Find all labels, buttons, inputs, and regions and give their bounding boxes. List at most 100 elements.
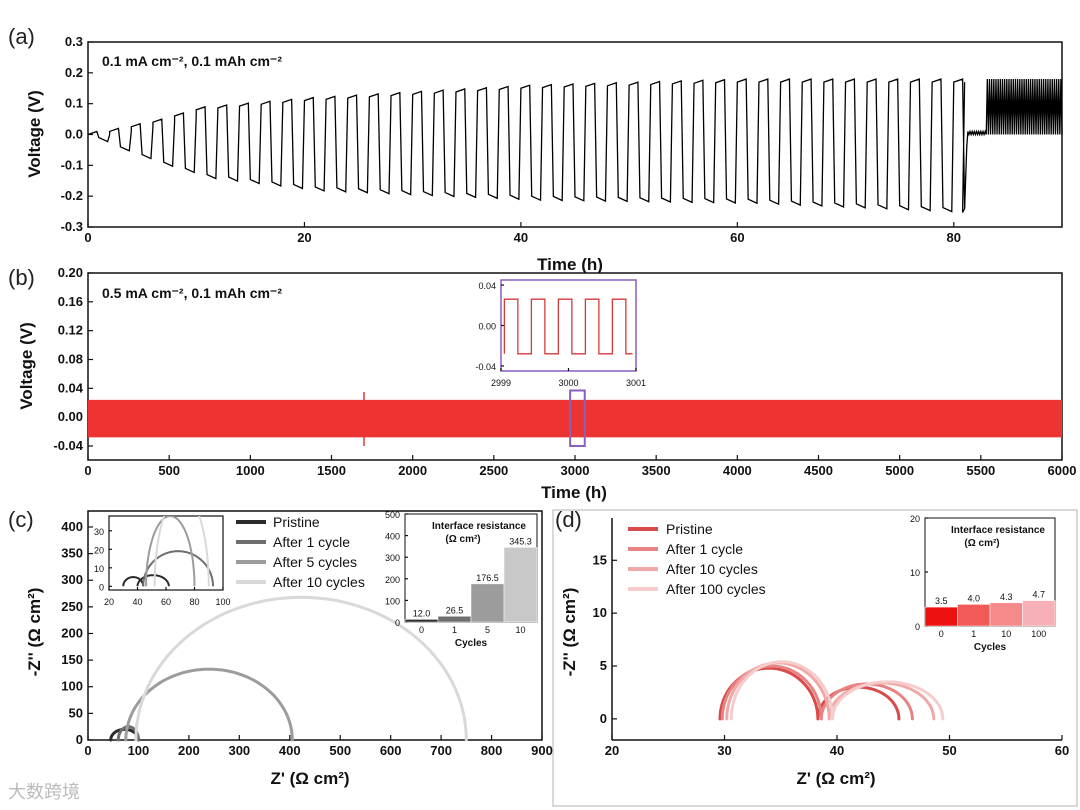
panel-a-y-axis-label: Voltage (V) [25,90,44,178]
panel-d-bar-inset-x-label: Cycles [974,642,1007,653]
panel-a-letter: (a) [8,24,35,49]
panel-d-x-tick-label: 50 [942,743,956,758]
panel-b-y-ticks: -0.04 0.00 0.04 0.08 0.12 0.16 0.20 [53,265,93,453]
panel-c-x-axis-label: Z' (Ω cm²) [270,769,349,788]
panel-d-bar-inset-y-tick-label: 0 [915,622,920,632]
panel-a-x-tick-label: 20 [297,230,311,245]
panel-d-bar-category-0: 0 [939,629,944,639]
panel-b-letter: (b) [8,265,35,290]
panel-b-x-tick-label: 1000 [236,463,265,478]
panel-b-y-tick-label: 0.16 [58,294,83,309]
panel-d-series-3-curve [729,660,945,721]
panel-b-condition: 0.5 mA cm⁻², 0.1 mAh cm⁻² [102,285,282,301]
panel-c-inset-x-tick-label: 100 [215,597,230,607]
panel-c-x-tick-label: 700 [430,743,452,758]
panel-c-bar-inset-y-tick-label: 300 [385,553,400,563]
panel-c-inset-x-tick-label: 80 [189,597,199,607]
panel-c-bar-inset-y-tick-label: 400 [385,532,400,542]
panel-c-x-tick-label: 600 [380,743,402,758]
panel-d-x-tick-label: 60 [1055,743,1069,758]
panel-c-bar-category-3: 10 [515,625,525,635]
panel-c-y-tick-label: 350 [61,546,83,561]
panel-b-x-tick-label: 3000 [561,463,590,478]
panel-b-x-tick-label: 4000 [723,463,752,478]
panel-c-y-tick-label: 100 [61,679,83,694]
panel-b-x-tick-label: 500 [158,463,180,478]
panel-d-bar-inset: Interface resistance (Ω cm²) 0 10 20 3.5 0 4.0 1… [910,514,1056,653]
panel-c-y-tick-label: 300 [61,572,83,587]
panel-c-bar-value-0: 12.0 [413,608,431,618]
panel-a-voltage-trace [87,78,1063,213]
panel-b-x-tick-label: 4500 [804,463,833,478]
panel-a-y-tick-label: -0.3 [61,219,83,234]
panel-d-legend-label-2: After 10 cycles [666,561,758,577]
panel-d-bar-value-0: 3.5 [935,596,948,606]
panel-b-inset-y-tick-label: 0.00 [478,322,496,332]
panel-b-inset-y-tick-label: 0.04 [478,281,496,291]
panel-a-y-tick-label: -0.2 [61,188,83,203]
panel-c-inset-curve-1 [136,574,170,587]
panel-c-legend-label-2: After 5 cycles [273,554,357,570]
panel-c-bar-inset-y-tick-label: 0 [395,618,400,628]
panel-b-x-tick-label: 5000 [885,463,914,478]
panel-d-x-tick-label: 20 [605,743,619,758]
panel-a-cycling-curve [87,78,966,213]
panel-b-zoom-region [569,389,586,447]
panel-c-bar-inset-y-tick-label: 500 [385,510,400,520]
panel-a-y-tick-label: 0.0 [65,127,83,142]
panel-a-condition: 0.1 mA cm⁻², 0.1 mAh cm⁻² [102,53,282,69]
panel-d-y-axis-label: -Z'' (Ω cm²) [560,588,579,677]
panel-c-bar-3 [503,547,538,623]
panel-d-bar-category-1: 1 [971,629,976,639]
panel-a-x-tick-label: 40 [514,230,528,245]
panel-b-x-ticks: 0 500 1000 1500 2000 2500 3000 3500 4000 4500 5000… [84,455,1076,478]
panel-d-y-tick-label: 10 [593,605,607,620]
panel-d-series-2-curve [725,661,936,721]
panel-c-inset-curve-0 [122,575,145,587]
panel-b-y-tick-label: 0.08 [58,352,83,367]
panel-c-y-tick-label: 0 [76,732,83,747]
panel-c-bar-2 [470,583,505,623]
panel-b-voltage-band [88,399,1062,438]
panel-a-late-cycling-curve [963,78,1063,209]
panel-c-inset-x-tick-label: 20 [104,597,114,607]
panel-c-bar-value-2: 176.5 [476,573,499,583]
panel-c-y-tick-label: 250 [61,599,83,614]
panel-c-bar-category-2: 5 [485,625,490,635]
panel-c-x-tick-label: 0 [84,743,91,758]
panel-d-bar-value-2: 4.3 [1000,592,1013,602]
panel-d-bar-3 [1022,600,1056,627]
panel-d-bar-1 [957,604,991,627]
panel-b-y-tick-label: 0.04 [58,380,84,395]
panel-c-series-2-curve [124,667,294,742]
panel-a-frame [87,41,1063,228]
panel-c-inset-curves [122,516,214,587]
panel-c-bar-value-1: 26.5 [446,605,464,615]
panel-c-y-tick-label: 50 [69,705,83,720]
panel-c-legend-label-1: After 1 cycle [273,534,350,550]
panel-c-bar-category-0: 0 [419,625,424,635]
panel-b-y-tick-label: 0.20 [58,265,83,280]
panel-c-x-tick-label: 500 [329,743,351,758]
panel-b-inset-curve [503,298,633,355]
panel-a-y-tick-label: 0.1 [65,96,83,111]
panel-b-y-axis-label: Voltage (V) [17,322,36,410]
panel-d-bar-inset-y-tick-label: 10 [910,568,920,578]
panel-b-x-axis-label: Time (h) [541,483,607,502]
panel-c-legend-label-0: Pristine [273,514,320,530]
panel-c-x-tick-label: 100 [128,743,150,758]
panel-c-y-tick-label: 150 [61,652,83,667]
panel-d-bar-inset-title: Interface resistance [951,525,1045,536]
panel-c-legend-label-3: After 10 cycles [273,574,365,590]
panel-d-bar-inset-unit: (Ω cm²) [964,538,999,549]
panel-a-x-ticks: 0 20 40 60 80 [84,222,961,245]
panel-b: (b) 0.5 mA cm⁻², 0.1 mAh cm⁻² -0.04 0.00 0… [8,265,1076,502]
panel-c-bar-0 [404,619,439,623]
panel-a-x-axis-label: Time (h) [537,255,603,274]
panel-c-bar-inset-unit: (Ω cm²) [445,534,480,545]
panel-c-inset-y-tick-label: 10 [94,564,104,574]
